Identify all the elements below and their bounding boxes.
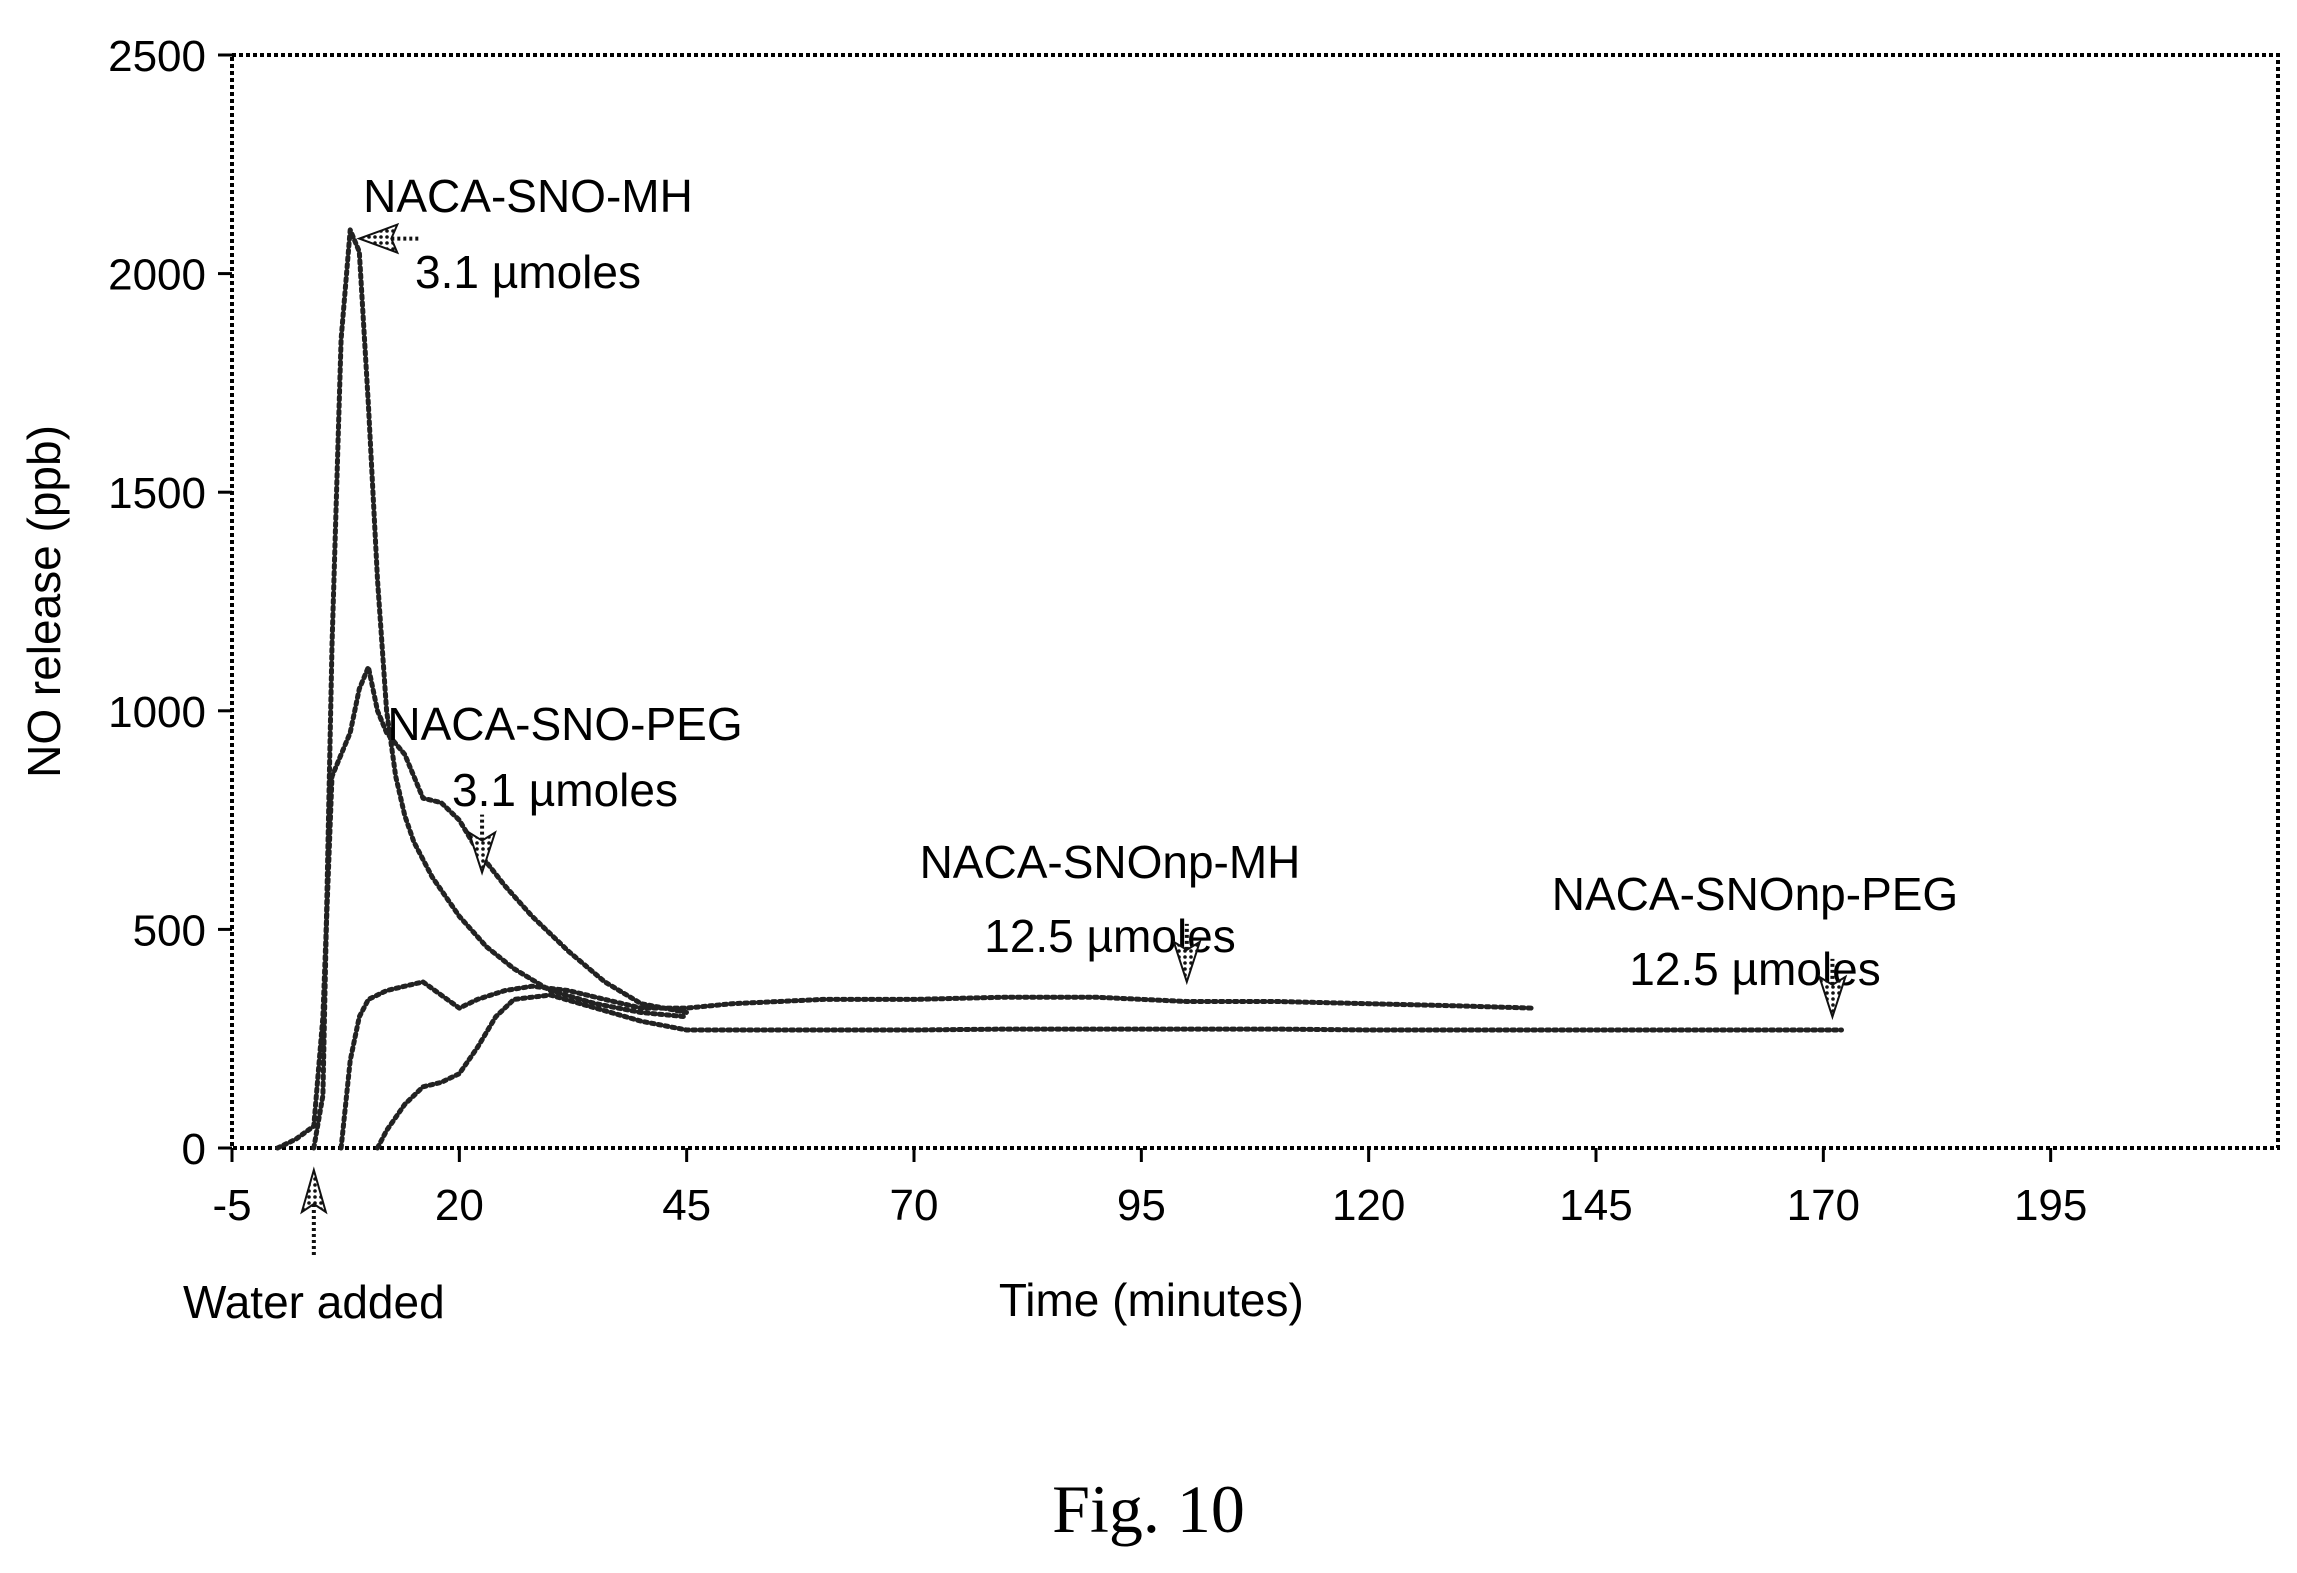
y-axis-title: NO release (ppb) <box>18 425 70 778</box>
annotations: NACA-SNO-MH 3.1 µmoles NACA-SNO-PEG 3.1 µmo… <box>183 170 1958 1328</box>
x-tick-label: 45 <box>662 1181 711 1230</box>
annotation-label: NACA-SNO-MH <box>363 170 693 222</box>
figure-caption: Fig. 10 <box>1052 1471 1245 1547</box>
water-added-label: Water added <box>183 1276 445 1328</box>
y-tick-label: 0 <box>182 1125 206 1174</box>
y-tick-label: 1000 <box>108 688 206 737</box>
annotation-label: NACA-SNO-PEG <box>387 698 742 750</box>
series-line-4 <box>375 992 1844 1151</box>
annotation-label: NACA-SNOnp-PEG <box>1552 868 1958 920</box>
x-tick-label: 95 <box>1117 1181 1166 1230</box>
annotation-label: NACA-SNOnp-MH <box>920 836 1301 888</box>
y-tick-label: 500 <box>133 906 206 955</box>
y-tick-label: 2500 <box>108 32 206 81</box>
y-tick-label: 1500 <box>108 469 206 518</box>
x-tick-label: 70 <box>890 1181 939 1230</box>
x-tick-label: 120 <box>1332 1181 1405 1230</box>
annotation-arrow-icon <box>356 222 400 255</box>
plot-frame <box>230 53 2280 1150</box>
x-tick-label: 195 <box>2014 1181 2087 1230</box>
x-tick-label: 20 <box>435 1181 484 1230</box>
series-layer <box>275 227 1844 1151</box>
y-tick-label: 2000 <box>108 251 206 300</box>
series-line-2 <box>275 664 690 1151</box>
x-tick-label: 170 <box>1787 1181 1860 1230</box>
x-axis-title: Time (minutes) <box>999 1274 1304 1326</box>
annotation-amount: 3.1 µmoles <box>415 246 641 298</box>
x-tick-label: 145 <box>1559 1181 1632 1230</box>
annotation-amount: 3.1 µmoles <box>452 764 678 816</box>
x-tick-label: -5 <box>212 1181 251 1230</box>
series-line-3 <box>338 979 1535 1151</box>
axes: -5 20 45 70 95 120 145 170 195 0 500 1000 1500 2000 25… <box>108 32 2087 1230</box>
annotation-arrow-icon <box>467 830 497 876</box>
annotation-amount: 12.5 µmoles <box>984 910 1236 962</box>
annotation-arrow-icon <box>1172 939 1202 986</box>
annotation-arrow-icon <box>1817 974 1848 1021</box>
